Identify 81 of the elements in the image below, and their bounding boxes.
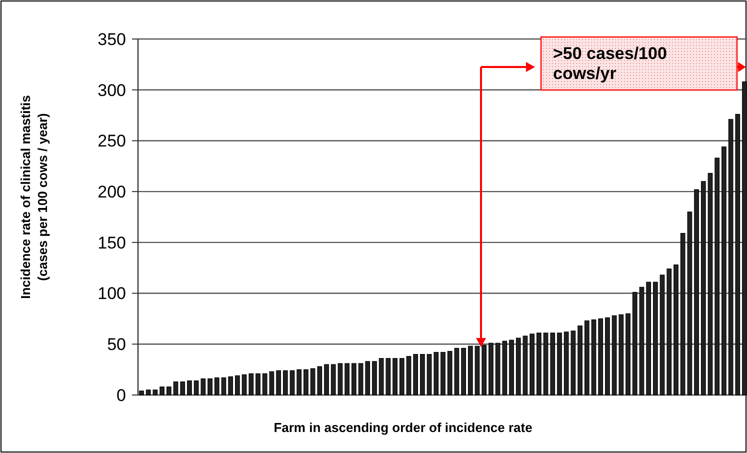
bar: [598, 318, 604, 396]
y-tick-label: 0: [116, 386, 126, 405]
y-axis-title: Incidence rate of clinical mastitis (cases per 100 cows / year): [18, 95, 50, 299]
bar: [728, 119, 734, 396]
bar: [139, 390, 144, 396]
bar: [632, 292, 638, 396]
bar: [221, 377, 226, 396]
bar: [420, 354, 425, 396]
bar: [674, 264, 678, 396]
bar: [735, 114, 740, 396]
bar: [700, 181, 706, 396]
bar: [173, 381, 178, 396]
bar: [296, 369, 302, 396]
y-tick-label: 300: [98, 80, 126, 100]
bar: [646, 282, 651, 396]
bar: [488, 342, 494, 396]
bar: [708, 172, 713, 396]
bar: [358, 363, 364, 396]
bar: [152, 390, 158, 396]
bar: [413, 354, 418, 396]
bar: [146, 390, 151, 396]
bar: [468, 346, 473, 396]
bar: [330, 364, 336, 396]
bar: [584, 320, 590, 396]
bar: [461, 348, 466, 396]
bar: [214, 377, 220, 396]
bar: [714, 158, 720, 396]
bar: [694, 189, 699, 396]
bar: [324, 364, 329, 396]
bar: [187, 380, 192, 396]
bar: [591, 319, 596, 396]
bar: [426, 354, 432, 396]
y-tick-label: 350: [98, 30, 126, 49]
bar: [344, 363, 350, 396]
bar: [399, 358, 404, 396]
bar: [276, 370, 281, 396]
bar: [365, 361, 370, 396]
bar: [522, 336, 528, 396]
bar: [639, 286, 644, 396]
bar: [543, 332, 548, 396]
bar: [509, 340, 514, 396]
bar: [304, 369, 308, 396]
y-tick-label: 100: [98, 284, 126, 304]
bar: [666, 268, 672, 396]
bar: [536, 332, 542, 396]
bar: [392, 358, 398, 396]
bar: [605, 317, 610, 396]
bar: [454, 348, 460, 396]
bar: [660, 274, 665, 396]
bar: [516, 338, 521, 396]
bar: [372, 361, 377, 396]
bar: [550, 332, 556, 396]
bar: [160, 386, 164, 396]
bar: [282, 370, 288, 396]
bar: [235, 375, 240, 396]
bar: [578, 326, 582, 396]
bar: [440, 352, 446, 396]
y-tick-label: 250: [98, 132, 126, 151]
bar: [434, 352, 439, 396]
bar: [557, 332, 562, 396]
y-tick-label: 200: [98, 182, 126, 202]
bar: [180, 381, 186, 396]
bar: [653, 282, 658, 396]
bar: [626, 313, 630, 396]
y-tick-label: 150: [98, 233, 126, 252]
bar: [351, 363, 356, 396]
bar: [256, 373, 260, 396]
bar: [447, 350, 452, 396]
bar: [290, 370, 295, 396]
bar: [722, 146, 726, 396]
bar: [406, 356, 412, 396]
bar: [530, 334, 535, 396]
bar: [248, 373, 254, 396]
bar: [166, 386, 172, 396]
x-axis-title: Farm in ascending order of incidence rate: [274, 420, 532, 435]
annotation: >50 cases/100 cows/yr: [553, 44, 667, 83]
y-tick-label: 50: [107, 335, 126, 354]
bar: [338, 363, 343, 396]
bar: [228, 376, 233, 396]
bar: [208, 378, 212, 396]
bar: [242, 374, 247, 396]
